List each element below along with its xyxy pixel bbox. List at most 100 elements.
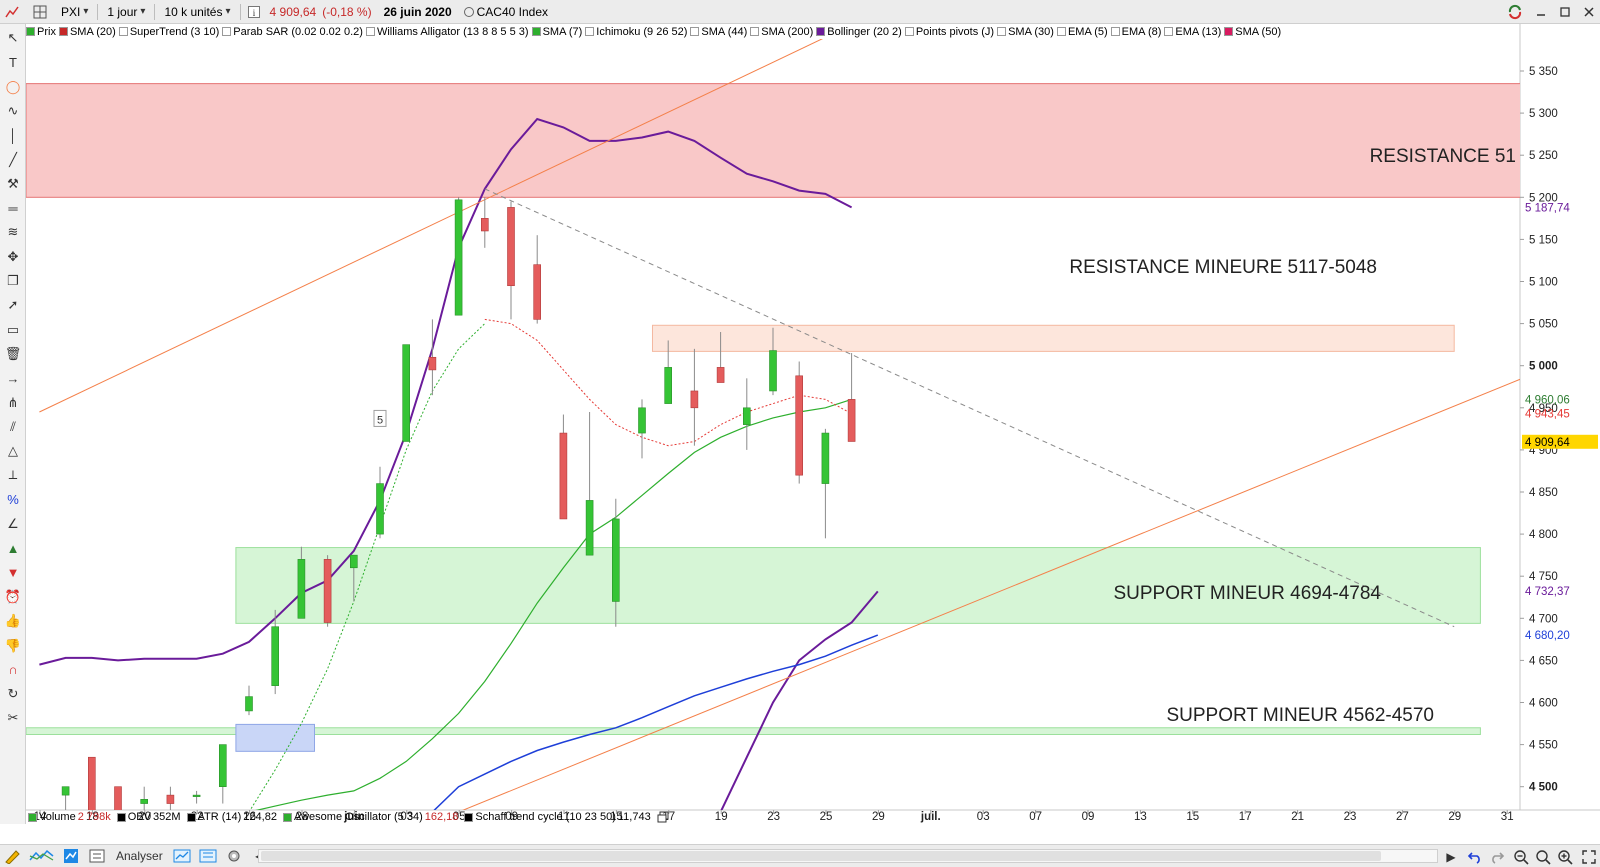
indicator-legend-item[interactable]: Schaff trend cycle (10 23 50) 11,743 <box>464 811 651 823</box>
legend-item[interactable]: Bollinger (20 2) <box>816 26 902 38</box>
candle[interactable] <box>428 319 437 396</box>
candle[interactable] <box>297 546 306 619</box>
redo-icon[interactable] <box>1484 847 1510 866</box>
legend-swatch[interactable] <box>58 27 68 36</box>
legend-item[interactable]: Williams Alligator (13 8 8 5 5 3) <box>365 26 529 38</box>
thumb-up-icon[interactable]: 👍 <box>4 613 22 629</box>
ruler-icon[interactable]: ⟂ <box>8 467 18 483</box>
support-mineur-zone[interactable] <box>235 547 1481 624</box>
price-chart[interactable]: RESISTANCE 51 RESISTANCE MINEURE 5117-504… <box>26 24 1600 844</box>
channel-upper-trendline[interactable] <box>39 37 825 413</box>
zoom-in-icon[interactable] <box>1552 847 1578 866</box>
candle[interactable] <box>323 555 332 627</box>
chart-window-icon[interactable] <box>169 847 195 866</box>
candle[interactable] <box>245 685 253 716</box>
candle[interactable] <box>742 378 751 450</box>
sma20-line[interactable] <box>249 398 852 812</box>
legend-item[interactable]: EMA (13) <box>1164 26 1221 38</box>
channel-lower-trendline[interactable] <box>459 374 1533 812</box>
candle[interactable] <box>140 786 148 812</box>
legend-item[interactable]: SMA (44) <box>690 26 747 38</box>
indicator-legend-item[interactable]: OBV 352M <box>116 811 181 823</box>
sma7-dotted-line[interactable] <box>249 323 486 812</box>
scrollbar-thumb[interactable] <box>261 851 1381 861</box>
radio-icon[interactable] <box>463 6 474 17</box>
vertical-line-icon[interactable]: │ <box>8 127 18 143</box>
blue-box-zone[interactable] <box>235 723 315 752</box>
maximize-icon[interactable] <box>1554 2 1576 22</box>
cycle-icon[interactable]: ↻ <box>7 686 19 702</box>
descending-trendline[interactable] <box>484 188 1455 628</box>
legend-item[interactable]: EMA (8) <box>1110 26 1161 38</box>
tools-icon[interactable]: ✂ <box>7 710 19 726</box>
candle[interactable] <box>480 197 489 248</box>
fan-icon[interactable]: ⋔ <box>7 394 19 410</box>
legend-swatch[interactable] <box>904 27 914 36</box>
bollinger-lower-line[interactable] <box>720 590 879 812</box>
wave-marker[interactable]: 5 <box>373 409 387 427</box>
thumb-down-icon[interactable]: 👎 <box>4 637 22 653</box>
legend-swatch[interactable] <box>1110 27 1120 36</box>
candle[interactable] <box>611 498 620 627</box>
triangle-icon[interactable]: △ <box>8 443 18 459</box>
info-icon[interactable]: i <box>245 2 263 22</box>
indicator-legend-item[interactable]: Awesome Oscillator (5 34) 162,18 <box>282 811 458 823</box>
pencil-icon[interactable] <box>0 847 26 866</box>
candle[interactable] <box>664 340 673 404</box>
fullscreen-icon[interactable] <box>1576 847 1600 866</box>
fibonacci-icon[interactable]: ≋ <box>7 224 19 240</box>
arrow-down-icon[interactable]: ▼ <box>6 565 20 581</box>
candle[interactable] <box>114 786 122 812</box>
text-icon[interactable]: T <box>9 54 17 70</box>
zoom-fit-icon[interactable] <box>1530 847 1556 866</box>
settings-icon[interactable] <box>221 847 247 866</box>
symbol-select[interactable]: PXI <box>56 2 93 22</box>
candle[interactable] <box>795 361 804 484</box>
curve-icon[interactable]: ∿ <box>7 102 19 118</box>
legend-item[interactable]: Ichimoku (9 26 52) <box>585 26 687 38</box>
candle[interactable] <box>585 412 594 556</box>
candle[interactable] <box>219 744 227 804</box>
minimize-icon[interactable] <box>1530 2 1552 22</box>
legend-swatch[interactable] <box>816 27 826 36</box>
indicator-swatch[interactable] <box>186 812 196 822</box>
alarm-icon[interactable]: ⏰ <box>4 588 22 604</box>
percent-icon[interactable]: % <box>7 492 19 508</box>
resistance-mineure-zone[interactable] <box>651 324 1455 352</box>
legend-swatch[interactable] <box>1164 27 1174 36</box>
units-select[interactable]: 10 k unités <box>159 2 235 22</box>
magnet-icon[interactable]: ∩ <box>8 662 18 678</box>
candle[interactable] <box>87 756 96 812</box>
candle[interactable] <box>166 786 175 812</box>
candle[interactable] <box>454 197 463 316</box>
undo-icon[interactable] <box>1462 847 1488 866</box>
indicator-swatch[interactable] <box>464 812 474 822</box>
compare-icon[interactable] <box>58 847 84 866</box>
legend-item[interactable]: SMA (50) <box>1224 26 1281 38</box>
candle[interactable] <box>192 790 201 804</box>
candle[interactable] <box>716 332 725 383</box>
trash-icon[interactable]: 🗑 <box>4 345 22 361</box>
indicator-swatch[interactable] <box>28 812 37 822</box>
chart-window-2-icon[interactable] <box>195 847 221 866</box>
candle[interactable] <box>402 344 411 442</box>
ellipse-icon[interactable]: ◯ <box>5 78 21 94</box>
move-icon[interactable]: ✥ <box>7 248 19 264</box>
legend-swatch[interactable] <box>365 27 375 36</box>
candle[interactable] <box>559 414 568 520</box>
period-select[interactable]: 1 jour <box>102 2 150 22</box>
scroll-right-icon[interactable]: ▶ <box>1446 849 1456 864</box>
zoom-out-icon[interactable] <box>1508 847 1534 866</box>
indicator-swatch[interactable] <box>116 812 126 822</box>
template-icon[interactable] <box>84 847 110 866</box>
legend-swatch[interactable] <box>118 27 128 36</box>
rectangle-icon[interactable]: ▭ <box>6 321 20 337</box>
chart-type-icon[interactable] <box>0 2 26 22</box>
sma-red-dotted-line[interactable] <box>484 318 852 447</box>
legend-swatch[interactable] <box>690 27 700 36</box>
candle[interactable] <box>376 466 384 539</box>
candle[interactable] <box>61 786 70 812</box>
analyze-button[interactable]: Analyser <box>116 849 163 863</box>
legend-swatch[interactable] <box>585 27 595 36</box>
candle[interactable] <box>769 327 777 396</box>
